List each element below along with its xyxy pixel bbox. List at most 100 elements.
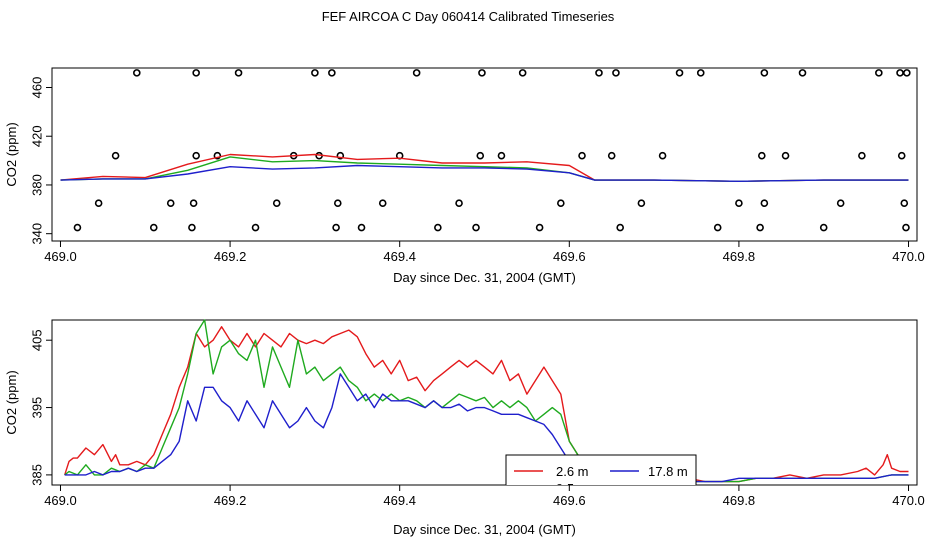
top-marker bbox=[836, 199, 845, 208]
top-plot-frame bbox=[51, 67, 918, 242]
top-panel: 469.0 469.2 469.4 469.6 469.8 470.0 340 380 420… bbox=[4, 67, 925, 285]
top-marker bbox=[875, 69, 883, 77]
top-marker bbox=[798, 69, 807, 77]
top-marker bbox=[192, 69, 200, 77]
bottom-series-green bbox=[64, 319, 909, 483]
top-marker bbox=[332, 223, 340, 232]
top-marker bbox=[760, 69, 769, 77]
bottom-y-tick-label: 395 bbox=[29, 397, 44, 419]
top-marker bbox=[903, 69, 911, 77]
top-y-label: CO2 (ppm) bbox=[4, 122, 19, 186]
bottom-x-tick-label: 469.8 bbox=[723, 493, 756, 508]
bottom-x-label: Day since Dec. 31, 2004 (GMT) bbox=[393, 522, 576, 537]
top-marker bbox=[111, 151, 120, 160]
top-marker bbox=[251, 223, 260, 232]
bottom-series-red bbox=[64, 326, 909, 483]
top-marker bbox=[189, 199, 198, 208]
legend: 2.6 m 17.8 m 9.5 m bbox=[505, 454, 697, 496]
top-marker bbox=[234, 69, 243, 77]
top-marker bbox=[819, 223, 828, 232]
top-marker bbox=[557, 199, 565, 208]
top-marker bbox=[497, 151, 506, 160]
top-marker bbox=[760, 199, 769, 208]
top-marker bbox=[149, 223, 158, 232]
top-marker bbox=[192, 151, 200, 160]
top-marker bbox=[535, 223, 544, 232]
top-series-green bbox=[60, 156, 909, 183]
chart-title: FEF AIRCOA C Day 060414 Calibrated Times… bbox=[322, 9, 615, 24]
top-series-blue bbox=[60, 164, 909, 183]
top-y-tick-label: 380 bbox=[29, 174, 44, 196]
bottom-y-tick-label: 405 bbox=[29, 329, 44, 351]
bottom-plot-frame bbox=[51, 319, 918, 486]
top-marker bbox=[333, 199, 342, 208]
top-marker bbox=[758, 151, 766, 160]
top-marker bbox=[735, 199, 743, 208]
top-marker bbox=[434, 223, 442, 232]
top-x-tick-label: 469.8 bbox=[723, 249, 756, 264]
top-marker bbox=[658, 151, 667, 160]
top-marker bbox=[607, 151, 616, 160]
top-x-label: Day since Dec. 31, 2004 (GMT) bbox=[393, 270, 576, 285]
top-marker bbox=[455, 199, 463, 208]
top-y-tick-label: 340 bbox=[29, 223, 44, 245]
top-marker bbox=[133, 69, 141, 77]
top-markers bbox=[73, 69, 911, 232]
top-x-tick-label: 469.4 bbox=[383, 249, 416, 264]
top-marker bbox=[166, 199, 175, 208]
top-marker bbox=[272, 199, 281, 208]
top-y-tick-label: 420 bbox=[29, 125, 44, 147]
bottom-x-tick-label: 469.6 bbox=[553, 493, 586, 508]
top-marker bbox=[378, 199, 387, 208]
bottom-series-blue bbox=[64, 373, 909, 483]
top-marker bbox=[357, 223, 366, 232]
bottom-y-tick-label: 385 bbox=[29, 464, 44, 486]
top-marker bbox=[637, 199, 646, 208]
bottom-x-tick-label: 469.4 bbox=[383, 493, 416, 508]
top-marker bbox=[616, 223, 624, 232]
bottom-x-tick-label: 470.0 bbox=[892, 493, 925, 508]
top-marker bbox=[781, 151, 790, 160]
bottom-y-label: CO2 (ppm) bbox=[4, 370, 19, 434]
bottom-series bbox=[64, 319, 909, 483]
top-marker bbox=[412, 69, 421, 77]
top-marker bbox=[311, 69, 319, 77]
top-marker bbox=[902, 223, 910, 232]
legend-label-9.5m: 9.5 m bbox=[556, 481, 589, 496]
bottom-y-axis: 385 395 405 bbox=[29, 329, 52, 486]
legend-label-17.8m: 17.8 m bbox=[648, 464, 688, 479]
top-marker bbox=[696, 69, 705, 77]
top-marker bbox=[476, 151, 485, 160]
top-x-tick-label: 469.6 bbox=[553, 249, 586, 264]
top-marker bbox=[896, 69, 904, 77]
bottom-x-axis: 469.0 469.2 469.4 469.6 469.8 470.0 bbox=[44, 485, 925, 508]
bottom-panel: 469.0 469.2 469.4 469.6 469.8 470.0 385 395 405… bbox=[4, 319, 925, 537]
top-series bbox=[60, 153, 909, 183]
top-x-tick-label: 469.0 bbox=[44, 249, 77, 264]
top-marker bbox=[713, 223, 722, 232]
top-y-axis: 340 380 420 460 bbox=[29, 77, 52, 245]
top-marker bbox=[213, 151, 222, 160]
legend-label-2.6m: 2.6 m bbox=[556, 464, 589, 479]
top-marker bbox=[518, 69, 527, 77]
top-marker bbox=[675, 69, 684, 77]
top-x-tick-label: 470.0 bbox=[892, 249, 925, 264]
top-marker bbox=[188, 223, 196, 232]
top-x-tick-label: 469.2 bbox=[214, 249, 247, 264]
top-marker bbox=[858, 151, 866, 160]
top-marker bbox=[897, 151, 906, 160]
legend-box bbox=[505, 454, 697, 485]
top-marker bbox=[478, 69, 486, 77]
bottom-x-tick-label: 469.0 bbox=[44, 493, 77, 508]
top-marker bbox=[94, 199, 103, 208]
top-marker bbox=[578, 151, 586, 160]
top-marker bbox=[756, 223, 764, 232]
top-marker bbox=[73, 223, 82, 232]
top-marker bbox=[328, 69, 336, 77]
top-marker bbox=[336, 151, 345, 160]
top-x-axis: 469.0 469.2 469.4 469.6 469.8 470.0 bbox=[44, 241, 925, 264]
top-marker bbox=[900, 199, 909, 208]
top-marker bbox=[595, 69, 603, 77]
top-marker bbox=[612, 69, 620, 77]
top-y-tick-label: 460 bbox=[29, 77, 44, 99]
